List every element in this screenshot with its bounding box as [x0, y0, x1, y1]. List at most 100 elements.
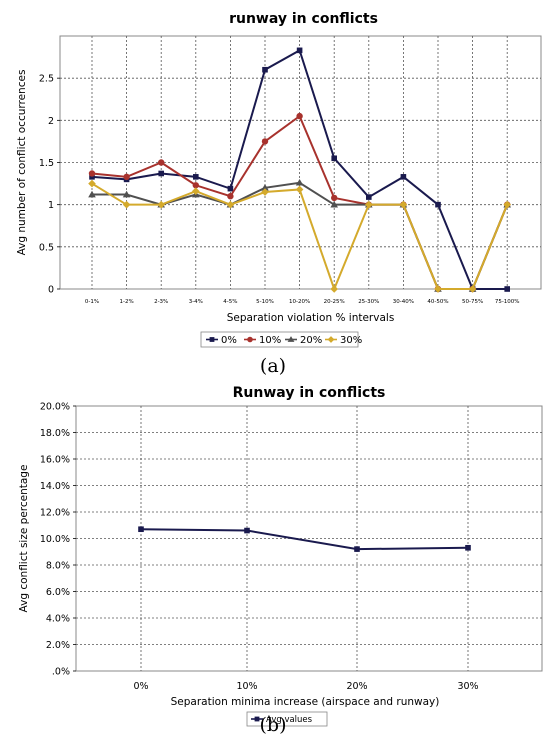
chart-a-point — [226, 200, 235, 209]
chart-a-series-30pct — [88, 179, 511, 293]
chart-a-xtick: 50-75% — [462, 299, 483, 305]
chart-a-ylabel: Avg number of conflict occurrences — [16, 70, 28, 256]
chart-b-legend: Avg values — [246, 711, 328, 727]
chart-a-point — [331, 194, 338, 202]
chart-a-point — [122, 190, 131, 198]
chart-a-xtick: 0-1% — [85, 299, 99, 305]
chart-a-legend-label: 10% — [259, 335, 281, 346]
chart-b-point — [138, 526, 144, 533]
chart-a-point — [365, 200, 373, 209]
chart-a-point — [434, 285, 442, 293]
chart-a-xtick: 25-30% — [358, 299, 379, 305]
chart-a-point — [88, 170, 96, 177]
chart-b-point — [465, 544, 471, 551]
chart-a-point — [262, 66, 268, 73]
chart-b-ytick: 6.0% — [46, 587, 70, 598]
caption-b: (b) — [260, 714, 287, 734]
chart-b-ytick: 20.0% — [40, 402, 70, 413]
chart-a-xtick: 2-3% — [154, 299, 168, 305]
chart-b-xtick: 20% — [346, 681, 367, 692]
chart-b-ytick: 12.0% — [40, 508, 70, 519]
chart-a-point — [435, 201, 441, 208]
chart-b-xtick: 0% — [133, 681, 148, 692]
chart-a-point — [158, 159, 165, 166]
chart-a-legend: 0% 10% 20% 30% — [200, 331, 362, 348]
chart-a-point — [192, 182, 199, 189]
chart-a-legend-marker — [327, 336, 335, 343]
chart-b-ytick: 16.0% — [40, 455, 70, 466]
chart-a-point — [261, 138, 269, 145]
chart-b-ytick: 10.0% — [40, 534, 70, 545]
chart-a-xtick: 10-20% — [289, 299, 310, 305]
chart-a-point — [123, 173, 130, 181]
chart-a-xlabel: Separation violation % intervals — [227, 312, 395, 324]
chart-b-line — [140, 528, 469, 551]
chart-a-xtick: 75-100% — [495, 299, 520, 305]
chart-a-point — [468, 285, 477, 293]
chart-a-legend-box — [200, 331, 359, 348]
chart-a-point — [192, 187, 200, 195]
chart-b-xlabel: Separation minima increase (airspace and… — [171, 696, 440, 708]
chart-a-ytick: 1 — [48, 200, 54, 211]
chart-a-ytick: 0.5 — [39, 242, 54, 253]
chart-a-legend-marker — [287, 336, 295, 342]
chart-b-ytick: .0% — [52, 667, 70, 678]
chart-a-point — [227, 185, 234, 192]
chart-a-xtick: 20-25% — [324, 299, 345, 305]
chart-a-legend-label: 0% — [221, 335, 237, 346]
chart-a-point — [261, 184, 269, 191]
chart-b-point — [354, 546, 360, 552]
chart-a-legend-marker — [247, 336, 253, 343]
chart-a-point — [296, 112, 303, 120]
chart-a-legend-label: 20% — [300, 335, 322, 346]
chart-b-series-avg — [138, 526, 471, 552]
chart-a-point — [122, 200, 131, 209]
chart-b-point — [244, 527, 250, 534]
chart-a-ytick: 2.5 — [39, 74, 54, 85]
chart-b-title: Runway in conflicts — [233, 385, 386, 401]
chart-a-point — [296, 47, 303, 54]
chart-a-point — [503, 200, 511, 209]
chart-a-point — [295, 178, 304, 186]
chart-a-xtick: 40-50% — [427, 299, 448, 305]
caption-a: (a) — [260, 355, 286, 377]
chart-a-point — [399, 200, 408, 209]
chart-a-point — [330, 200, 338, 208]
chart-a-point — [89, 174, 95, 180]
chart-b: Runway in conflicts 0% 10% 20% 30% .0% 2.0% 4.0… — [18, 385, 543, 727]
chart-b-ytick: 2.0% — [46, 640, 70, 651]
chart-a-point — [88, 179, 96, 188]
chart-a-xtick: 1-2% — [119, 299, 133, 305]
chart-a-point — [88, 190, 96, 198]
chart-a-point — [366, 194, 372, 200]
chart-a-ytick: 1.5 — [39, 158, 54, 169]
chart-a-point — [227, 193, 234, 200]
chart-b-xtick: 30% — [457, 681, 478, 692]
chart-b-ytick: 4.0% — [46, 614, 70, 625]
chart-a-point — [400, 174, 407, 180]
chart-a-point — [158, 170, 164, 177]
chart-a-legend-marker — [209, 337, 215, 342]
chart-a-point — [504, 286, 510, 292]
chart-a-title: runway in conflicts — [229, 11, 378, 27]
chart-a-point — [330, 285, 338, 293]
chart-a-legend-label: 30% — [340, 335, 362, 346]
chart-a-point — [157, 200, 165, 209]
chart-b-xtick: 10% — [236, 681, 257, 692]
chart-b-legend-label: Avg values — [266, 715, 313, 725]
chart-b-ytick: 18.0% — [40, 428, 70, 439]
chart-b-ytick: 14.0% — [40, 481, 70, 492]
chart-b-ytick: 8.0% — [46, 561, 70, 572]
chart-b-legend-marker — [254, 716, 260, 722]
chart-a-xtick: 3-4% — [189, 299, 203, 305]
chart-a-ytick: 0 — [48, 285, 54, 296]
chart-a-ytick: 2 — [48, 116, 54, 127]
chart-b-legend-box — [246, 711, 328, 727]
chart-a-xtick: 5-10% — [256, 299, 274, 305]
chart-b-ylabel: Avg conflict size percentage — [18, 465, 30, 613]
chart-a-xtick: 4-5% — [223, 299, 237, 305]
chart-a-point — [261, 188, 269, 196]
chart-a: runway in conflicts 0-1% 1-2% 2-3% 3-4% 4-5% 5… — [16, 11, 542, 348]
chart-a-xtick: 30-40% — [393, 299, 414, 305]
